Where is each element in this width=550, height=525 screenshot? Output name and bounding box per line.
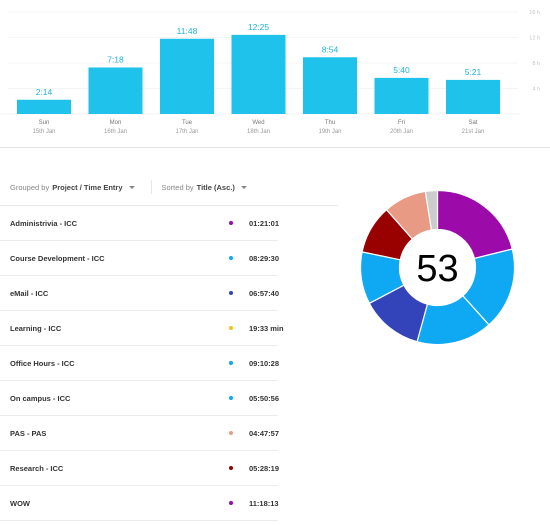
color-dot-icon xyxy=(229,256,233,260)
bar-value-label: 5:21 xyxy=(465,67,482,77)
entry-duration: 08:29:30 xyxy=(249,254,280,263)
x-date-label: 21st Jan xyxy=(462,129,485,135)
bar-tue[interactable] xyxy=(160,38,214,114)
sort-by-value: Title (Asc.) xyxy=(196,182,235,192)
entry-title: Research - ICC xyxy=(10,464,64,473)
x-day-label: Wed xyxy=(252,120,264,126)
entry-title: On campus - ICC xyxy=(10,394,71,403)
entry-title: Administrivia - ICC xyxy=(10,219,78,228)
entry-duration: 11:18:13 xyxy=(249,499,279,508)
bar-value-label: 5:40 xyxy=(393,65,410,75)
x-day-label: Sun xyxy=(39,120,50,126)
list-item[interactable]: Office Hours - ICC 09:10:28 xyxy=(0,346,280,381)
group-by-prefix: Grouped by xyxy=(10,182,50,192)
entry-duration: 01:21:01 xyxy=(249,219,280,228)
bar-value-label: 12:25 xyxy=(248,22,270,32)
entry-duration: 06:57:40 xyxy=(249,289,280,298)
list-header-divider xyxy=(0,205,338,206)
donut-hole xyxy=(399,229,476,306)
x-date-label: 16th Jan xyxy=(104,129,127,135)
x-date-label: 15th Jan xyxy=(32,129,55,135)
y-tick-label: 16 h xyxy=(529,10,540,16)
bar-sun[interactable] xyxy=(17,99,71,114)
entry-title: PAS - PAS xyxy=(10,429,47,438)
caret-down-icon xyxy=(128,185,135,189)
color-dot-icon xyxy=(229,466,233,470)
bar-thu[interactable] xyxy=(303,57,357,114)
x-date-label: 19th Jan xyxy=(318,129,341,135)
bar-mon[interactable] xyxy=(88,67,143,114)
caret-down-icon xyxy=(240,185,247,189)
x-day-label: Thu xyxy=(325,120,335,126)
color-dot-icon xyxy=(229,291,233,295)
x-day-label: Tue xyxy=(182,120,193,126)
entry-title: WOW xyxy=(10,499,30,508)
donut-center-count: 53 xyxy=(416,248,458,290)
entry-duration: 05:50:56 xyxy=(249,394,280,403)
color-dot-icon xyxy=(229,326,233,330)
color-dot-icon xyxy=(229,396,233,400)
color-dot-icon xyxy=(229,501,233,505)
x-date-label: 18th Jan xyxy=(247,129,270,135)
x-day-label: Sat xyxy=(468,120,477,126)
list-item[interactable]: WOW 11:18:13 xyxy=(0,486,279,521)
list-item[interactable]: eMail - ICC 06:57:40 xyxy=(0,276,280,311)
y-tick-label: 8 h xyxy=(532,61,540,67)
x-date-label: 17th Jan xyxy=(175,129,198,135)
list-item[interactable]: Research - ICC 05:28:19 xyxy=(0,451,280,486)
group-by-dropdown[interactable]: Grouped by Project / Time Entry xyxy=(10,183,135,192)
controls-separator xyxy=(150,180,152,194)
time-entry-list: Administrivia - ICC 01:21:01 Course Deve… xyxy=(0,206,284,521)
x-date-label: 20th Jan xyxy=(390,129,413,135)
entry-title: Office Hours - ICC xyxy=(10,359,75,368)
bar-value-label: 8:54 xyxy=(322,44,339,54)
chart-divider xyxy=(0,147,550,148)
sort-by-prefix: Sorted by xyxy=(161,182,194,192)
list-controls: Grouped by Project / Time Entry Sorted b… xyxy=(10,180,247,194)
bar-wed[interactable] xyxy=(231,34,286,114)
bar-value-label: 7:18 xyxy=(107,54,124,64)
list-item[interactable]: On campus - ICC 05:50:56 xyxy=(0,381,280,416)
entry-title: eMail - ICC xyxy=(10,289,49,298)
entry-duration: 09:10:28 xyxy=(249,359,280,368)
y-tick-label: 4 h xyxy=(532,87,540,93)
group-by-value: Project / Time Entry xyxy=(52,182,123,192)
list-item[interactable]: Administrivia - ICC 01:21:01 xyxy=(0,206,280,241)
entry-duration: 04:47:57 xyxy=(249,429,280,438)
entry-title: Learning - ICC xyxy=(10,324,62,333)
bar-fri[interactable] xyxy=(374,77,429,114)
bar-value-label: 11:48 xyxy=(177,26,198,36)
bar-sat[interactable] xyxy=(446,79,500,114)
sort-by-dropdown[interactable]: Sorted by Title (Asc.) xyxy=(162,183,247,192)
project-donut-chart: 53 xyxy=(359,189,516,346)
x-day-label: Mon xyxy=(110,120,122,126)
color-dot-icon xyxy=(229,221,233,225)
color-dot-icon xyxy=(229,431,233,435)
list-item[interactable]: PAS - PAS 04:47:57 xyxy=(0,416,280,451)
y-tick-label: 12 h xyxy=(529,36,540,42)
color-dot-icon xyxy=(229,361,233,365)
x-day-label: Fri xyxy=(398,120,405,126)
list-item[interactable]: Learning - ICC 19:33 min xyxy=(0,311,284,346)
entry-duration: 05:28:19 xyxy=(249,464,280,473)
list-item[interactable]: Course Development - ICC 08:29:30 xyxy=(0,241,280,276)
entry-title: Course Development - ICC xyxy=(10,254,105,263)
bar-value-label: 2:14 xyxy=(36,87,53,97)
weekly-hours-bar-chart: 4 h 8 h 12 h 16 h 2:14 Sun 15th Jan 7:18 Mon 16th… xyxy=(0,10,540,135)
entry-duration: 19:33 min xyxy=(249,324,284,333)
